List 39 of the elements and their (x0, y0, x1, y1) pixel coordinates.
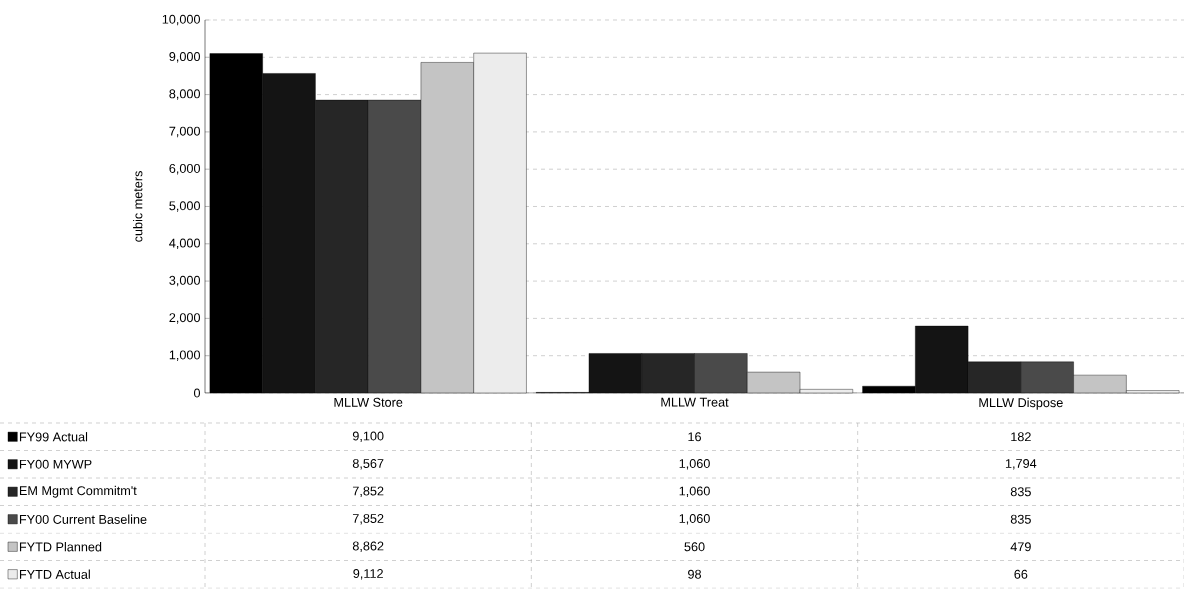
y-tick-label: 8,000 (169, 89, 201, 100)
x-tick-label: MLLW Treat (661, 397, 729, 407)
data-label: 1,060 (679, 486, 710, 497)
data-label: 835 (1010, 514, 1031, 524)
data-label: 1,060 (679, 459, 710, 470)
legend-label: FYTD Actual (19, 569, 90, 579)
data-label: 9,112 (353, 569, 383, 580)
legend-label: FY99 Actual (19, 432, 88, 442)
y-tick-label: 2,000 (169, 313, 201, 324)
data-label: 7,852 (352, 514, 384, 525)
legend-label: FY00 MYWP (19, 459, 92, 469)
data-label: 8,862 (352, 541, 384, 552)
data-label: 835 (1010, 487, 1031, 497)
legend-label: FY00 Current Baseline (19, 514, 147, 524)
data-label: 8,567 (352, 459, 384, 470)
data-label: 1,060 (679, 514, 710, 525)
data-label: 182 (1011, 432, 1031, 442)
y-tick-label: 9,000 (169, 52, 201, 63)
y-tick-label: 3,000 (169, 275, 201, 287)
y-tick-label: 10,000 (162, 14, 201, 26)
y-tick-label: 0 (193, 388, 201, 398)
data-label: 479 (1010, 542, 1031, 552)
data-label: 7,852 (352, 486, 384, 497)
y-tick-label: 1,000 (169, 350, 201, 361)
data-label: 16 (688, 432, 701, 442)
y-tick-label: 4,000 (169, 238, 201, 250)
data-label: 9,100 (352, 431, 384, 442)
y-axis-title: cubic meters (133, 171, 143, 242)
y-tick-label: 5,000 (169, 201, 201, 212)
legend-label: FYTD Planned (19, 542, 102, 552)
legend-label: EM Mgmt Commitm't (19, 485, 137, 498)
y-tick-label: 6,000 (169, 163, 201, 175)
y-tick-label: 7,000 (169, 126, 201, 138)
x-tick-label: MLLW Store (334, 397, 403, 407)
data-label: 66 (1014, 569, 1028, 579)
x-tick-label: MLLW Dispose (979, 397, 1063, 410)
data-label: 1,794 (1005, 459, 1037, 470)
data-label: 560 (684, 542, 705, 552)
data-label: 98 (688, 569, 702, 579)
